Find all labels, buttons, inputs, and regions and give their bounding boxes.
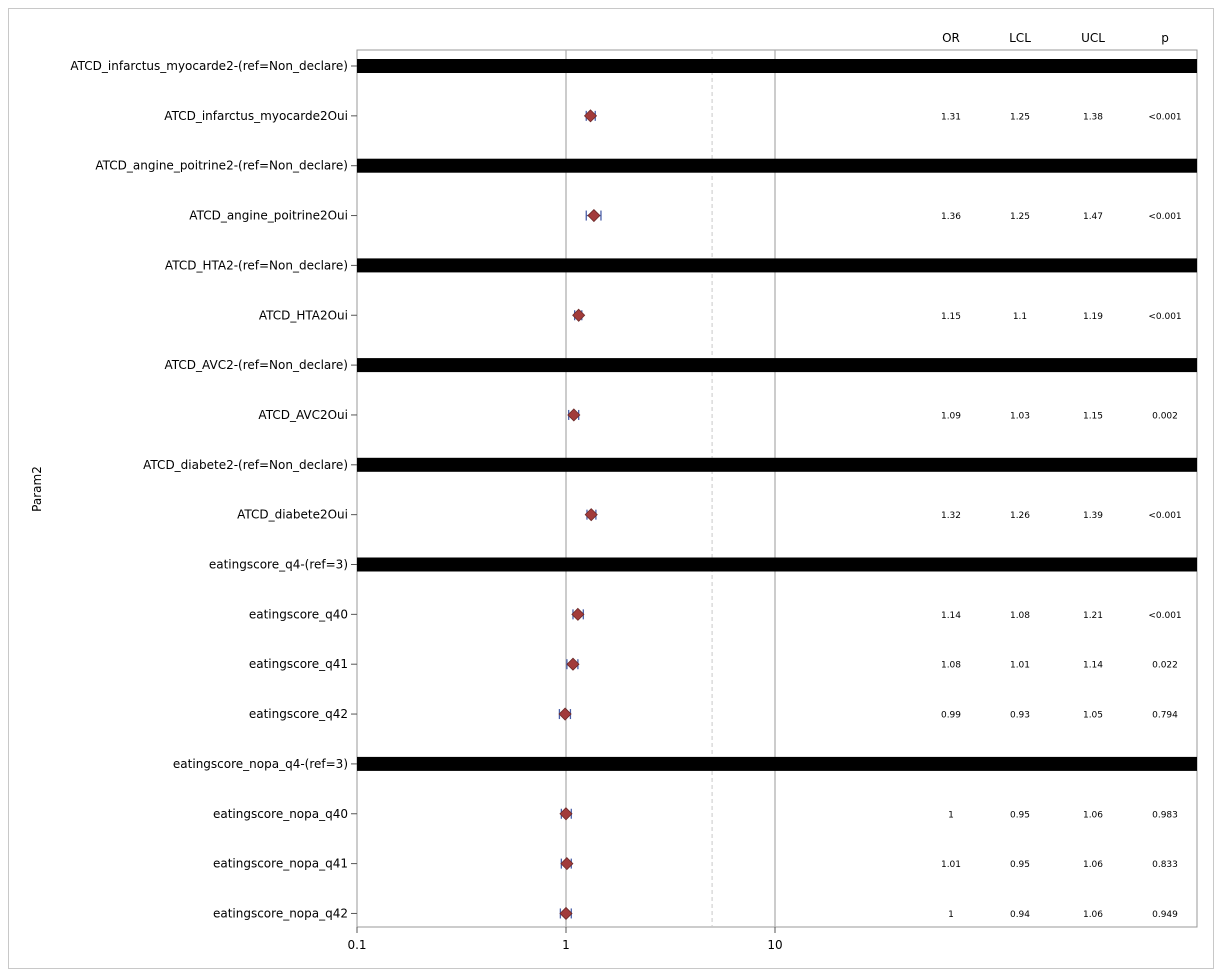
- or-value: 1.09: [941, 411, 961, 421]
- row-label: ATCD_AVC2Oui: [258, 408, 348, 422]
- row-label: ATCD_diabete2-(ref=Non_declare): [143, 458, 348, 472]
- or-value: 0.99: [941, 711, 961, 721]
- lcl-value: 1.1: [1013, 312, 1027, 322]
- row-label: ATCD_diabete2Oui: [237, 508, 348, 522]
- lcl-value: 1.01: [1010, 661, 1030, 671]
- lcl-value: 1.26: [1010, 511, 1030, 521]
- row-label: ATCD_HTA2-(ref=Non_declare): [165, 258, 348, 272]
- x-axis: 0.1 1 10: [347, 927, 783, 952]
- header-band: [357, 258, 1197, 273]
- x-tick-label: 0.1: [347, 938, 366, 952]
- row-label: ATCD_angine_poitrine2-(ref=Non_declare): [95, 159, 348, 173]
- ucl-value: 1.15: [1083, 411, 1103, 421]
- or-marker: [559, 807, 573, 821]
- ucl-value: 1.39: [1083, 511, 1103, 521]
- marker-layer: [558, 109, 602, 921]
- or-value: 1.31: [941, 112, 961, 122]
- lcl-value: 0.94: [1010, 910, 1030, 920]
- or-marker: [559, 906, 573, 921]
- or-value: 1.36: [941, 212, 961, 222]
- or-value: 1.15: [941, 312, 961, 322]
- ucl-value: 1.06: [1083, 860, 1103, 870]
- header-band-layer: [357, 59, 1197, 771]
- p-value: <0.001: [1148, 611, 1181, 621]
- header-band: [357, 756, 1197, 771]
- p-value: 0.794: [1152, 711, 1178, 721]
- ucl-value: 1.38: [1083, 112, 1103, 122]
- row-label: ATCD_angine_poitrine2Oui: [189, 209, 348, 223]
- column-header-ucl: UCL: [1081, 31, 1105, 45]
- y-axis-title: Param2: [30, 466, 44, 512]
- ucl-value: 1.14: [1083, 661, 1103, 671]
- p-value: 0.833: [1152, 860, 1178, 870]
- lcl-value: 0.95: [1010, 810, 1030, 820]
- stat-table-layer: OR LCL UCL p 1.31 1.25 1.38 <0.001 1.36 1.25 1.47 <…: [941, 31, 1182, 920]
- or-marker: [566, 657, 580, 671]
- header-band: [357, 358, 1197, 373]
- or-value: 1: [948, 910, 954, 920]
- row-label-layer: ATCD_infarctus_myocarde2-(ref=Non_declar…: [70, 59, 357, 920]
- p-value: <0.001: [1148, 312, 1181, 322]
- p-value: <0.001: [1148, 511, 1181, 521]
- x-tick-label: 10: [767, 938, 782, 952]
- row-label: eatingscore_q42: [249, 707, 348, 721]
- or-marker: [584, 508, 598, 522]
- ucl-value: 1.19: [1083, 312, 1103, 322]
- row-label: eatingscore_q40: [249, 607, 348, 621]
- row-label: eatingscore_nopa_q41: [213, 857, 348, 871]
- plot-area: [356, 49, 1198, 928]
- row-label: ATCD_AVC2-(ref=Non_declare): [165, 358, 348, 372]
- row-label: eatingscore_q41: [249, 657, 348, 671]
- or-marker: [571, 607, 585, 621]
- row-label: ATCD_infarctus_myocarde2-(ref=Non_declar…: [70, 59, 348, 73]
- header-band: [357, 158, 1197, 173]
- row-label: eatingscore_nopa_q40: [213, 807, 348, 821]
- p-value: 0.983: [1152, 810, 1178, 820]
- ucl-value: 1.21: [1083, 611, 1103, 621]
- column-header-p: p: [1161, 31, 1169, 45]
- lcl-value: 1.03: [1010, 411, 1030, 421]
- ucl-value: 1.06: [1083, 910, 1103, 920]
- lcl-value: 0.95: [1010, 860, 1030, 870]
- lcl-value: 1.25: [1010, 212, 1030, 222]
- row-label: eatingscore_q4-(ref=3): [209, 558, 348, 572]
- or-marker: [558, 707, 572, 721]
- or-value: 1.08: [941, 661, 961, 671]
- or-value: 1: [948, 810, 954, 820]
- header-band: [357, 557, 1197, 572]
- or-marker: [583, 109, 598, 123]
- or-value: 1.01: [941, 860, 961, 870]
- or-value: 1.32: [941, 511, 961, 521]
- header-band: [357, 457, 1197, 472]
- column-header-lcl: LCL: [1009, 31, 1031, 45]
- lcl-value: 1.08: [1010, 611, 1030, 621]
- p-value: <0.001: [1148, 212, 1181, 222]
- p-value: 0.002: [1152, 411, 1178, 421]
- p-value: 0.022: [1152, 661, 1178, 671]
- ucl-value: 1.06: [1083, 810, 1103, 820]
- lcl-value: 1.25: [1010, 112, 1030, 122]
- or-marker: [587, 208, 601, 223]
- p-value: 0.949: [1152, 910, 1178, 920]
- or-marker: [572, 308, 586, 322]
- ucl-value: 1.47: [1083, 212, 1103, 222]
- column-header-or: OR: [942, 31, 960, 45]
- or-value: 1.14: [941, 611, 961, 621]
- row-label: ATCD_HTA2Oui: [259, 308, 348, 322]
- or-marker: [567, 408, 581, 422]
- x-tick-label: 1: [562, 938, 570, 952]
- row-label: eatingscore_nopa_q4-(ref=3): [173, 757, 348, 771]
- lcl-value: 0.93: [1010, 711, 1030, 721]
- header-band: [357, 59, 1197, 73]
- p-value: <0.001: [1148, 112, 1181, 122]
- ucl-value: 1.05: [1083, 711, 1103, 721]
- or-marker: [560, 857, 574, 871]
- grid-layer: [565, 50, 776, 927]
- row-label: ATCD_infarctus_myocarde2Oui: [164, 109, 348, 123]
- row-label: eatingscore_nopa_q42: [213, 906, 348, 920]
